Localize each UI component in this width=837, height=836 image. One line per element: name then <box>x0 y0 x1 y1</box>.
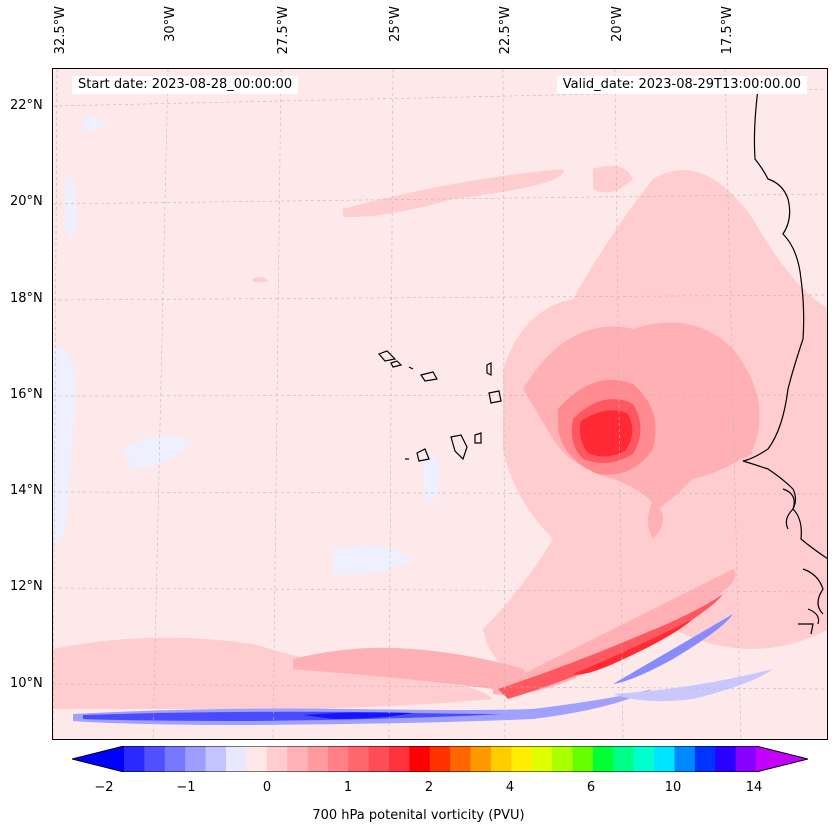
colorbar-segment <box>470 746 492 772</box>
colorbar-segment <box>592 746 614 772</box>
colorbar-segment <box>490 746 512 772</box>
colorbar-tick-label: 0 <box>262 780 272 795</box>
colorbar-extend-min <box>72 746 124 772</box>
pv-contour-map <box>53 69 827 739</box>
colorbar-segment <box>409 746 431 772</box>
colorbar-segment <box>266 746 288 772</box>
colorbar-tick-label: 2 <box>424 780 434 795</box>
valid-date-label: Valid_date: 2023-08-29T13:00:00.00 <box>556 76 807 94</box>
lon-label-27-5w: 27.5°W <box>276 6 291 55</box>
map-panel <box>52 68 828 740</box>
colorbar-segment <box>368 746 390 772</box>
colorbar-segment <box>164 746 186 772</box>
lon-label-22-5w: 22.5°W <box>498 6 513 55</box>
colorbar-segment <box>429 746 451 772</box>
colorbar-tick-label: −2 <box>94 780 114 795</box>
colorbar-segment <box>287 746 308 772</box>
colorbar-segment <box>389 746 410 772</box>
colorbar-segment <box>735 746 757 772</box>
colorbar-segment <box>124 746 145 772</box>
graticule <box>53 69 827 739</box>
colorbar-segment <box>715 746 737 772</box>
colorbar-segment <box>307 746 329 772</box>
colorbar-segment <box>185 746 207 772</box>
colorbar-segment <box>246 746 268 772</box>
colorbar-segment <box>450 746 472 772</box>
colorbar-segment <box>654 746 675 772</box>
colorbar-segment <box>225 746 247 772</box>
colorbar-segment <box>633 746 655 772</box>
colorbar-title: 700 hPa potenital vorticity (PVU) <box>312 808 525 823</box>
lat-label-20n: 20°N <box>10 194 43 209</box>
colorbar-segment <box>552 746 574 772</box>
lat-label-22n: 22°N <box>10 98 43 113</box>
colorbar-segment <box>694 746 716 772</box>
colorbar-segment <box>348 746 370 772</box>
lat-label-10n: 10°N <box>10 676 43 691</box>
lat-label-16n: 16°N <box>10 387 43 402</box>
coastlines <box>377 88 827 635</box>
colorbar-segment <box>674 746 696 772</box>
colorbar-segment <box>613 746 635 772</box>
colorbar-tick-label: 1 <box>343 780 353 795</box>
colorbar-segment <box>531 746 553 772</box>
pale-blue-patches <box>53 117 439 575</box>
colorbar-segment <box>572 746 594 772</box>
colorbar-tick-label: 10 <box>664 780 682 795</box>
colorbar-segment <box>205 746 227 772</box>
lon-label-25w: 25°W <box>388 6 403 42</box>
colorbar-segment <box>511 746 533 772</box>
lon-label-17-5w: 17.5°W <box>720 6 735 55</box>
lat-label-18n: 18°N <box>10 291 43 306</box>
start-date-label: Start date: 2023-08-28_00:00:00 <box>72 76 299 94</box>
lon-label-30w: 30°W <box>163 6 178 42</box>
lat-label-12n: 12°N <box>10 579 43 594</box>
pv-level-high <box>498 379 723 699</box>
lon-label-20w: 20°W <box>610 6 625 42</box>
lat-label-14n: 14°N <box>10 483 43 498</box>
colorbar-segment <box>144 746 166 772</box>
colorbar-tick-label: −1 <box>176 780 196 795</box>
colorbar-tick-label: 4 <box>505 780 515 795</box>
colorbar-tick-label: 14 <box>745 780 763 795</box>
colorbar <box>72 746 808 772</box>
colorbar-tick-label: 6 <box>586 780 596 795</box>
lon-label-32-5w: 32.5°W <box>53 6 68 55</box>
colorbar-segment <box>327 746 349 772</box>
colorbar-graphic <box>72 746 808 772</box>
pv-negative-band <box>73 614 773 725</box>
colorbar-extend-max <box>756 746 808 772</box>
